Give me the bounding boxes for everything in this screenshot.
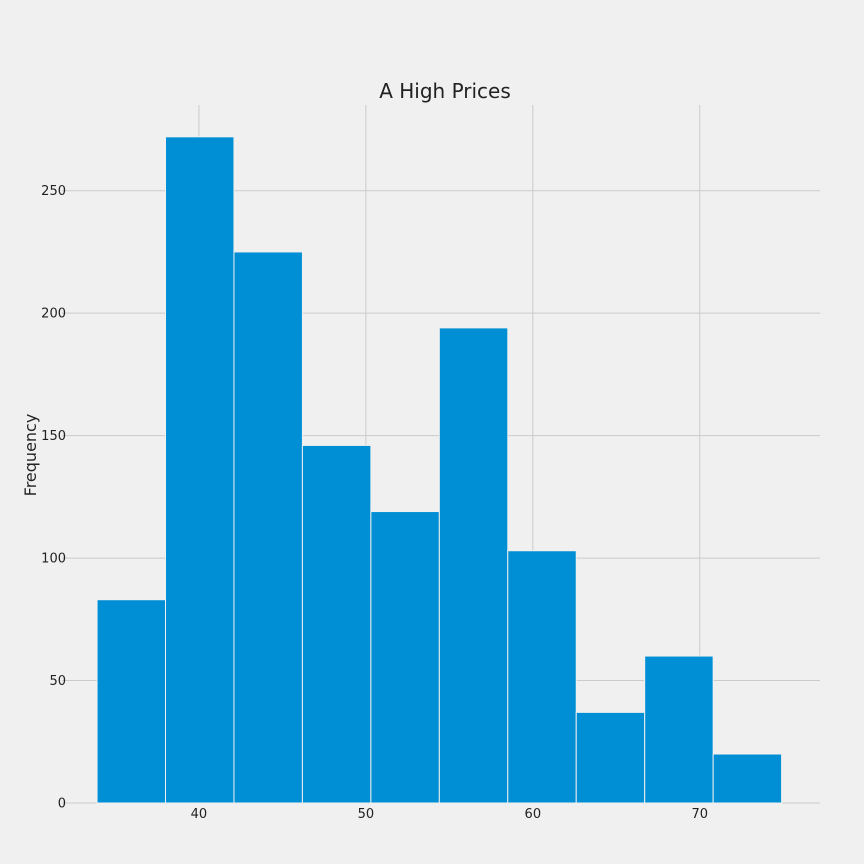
histogram-bar <box>575 711 646 804</box>
bar-layer <box>96 136 783 804</box>
y-tick-label: 50 <box>49 674 66 689</box>
x-tick-label: 40 <box>191 807 208 822</box>
tick-layer: 0 50 100 150 200 250 40 50 60 70 <box>41 184 708 822</box>
histogram-bar <box>712 753 783 804</box>
histogram-bar <box>438 327 509 804</box>
x-tick-label: 70 <box>692 807 709 822</box>
y-axis-label: Frequency <box>21 414 40 497</box>
histogram-bar <box>507 550 577 804</box>
histogram-bar <box>233 251 303 804</box>
histogram-bar <box>301 444 372 804</box>
chart-title: A High Prices <box>379 79 511 103</box>
x-tick-label: 60 <box>525 807 542 822</box>
histogram-bar <box>165 136 235 804</box>
y-tick-label: 250 <box>41 184 66 199</box>
histogram-bar <box>370 511 440 804</box>
y-tick-label: 200 <box>41 307 66 322</box>
x-tick-label: 50 <box>358 807 375 822</box>
y-tick-label: 100 <box>41 552 66 567</box>
histogram-bar <box>644 655 714 804</box>
y-tick-label: 0 <box>58 797 66 812</box>
histogram-bar <box>96 599 167 804</box>
y-tick-label: 150 <box>41 429 66 444</box>
